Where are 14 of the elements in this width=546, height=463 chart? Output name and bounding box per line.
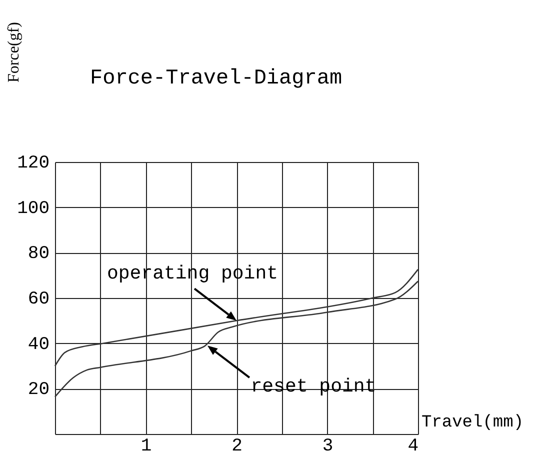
x-tick-label: 1 [140,436,152,456]
y-tick-label: 20 [28,380,50,400]
x-axis-title: Travel(mm) [422,414,524,432]
y-tick-label: 120 [17,154,50,174]
y-tick-label: 100 [17,198,50,219]
y-tick-label: 80 [28,244,50,264]
chart-title: Force-Travel-Diagram [90,68,342,91]
x-tick-label: 2 [232,436,242,456]
y-axis-title: Force(gf) [6,22,22,82]
x-tick-label: 3 [322,436,334,456]
x-tick-label: 4 [408,436,418,456]
line-series [54,280,419,398]
y-tick-label: 60 [28,290,50,310]
y-tick-label: 40 [28,334,50,355]
